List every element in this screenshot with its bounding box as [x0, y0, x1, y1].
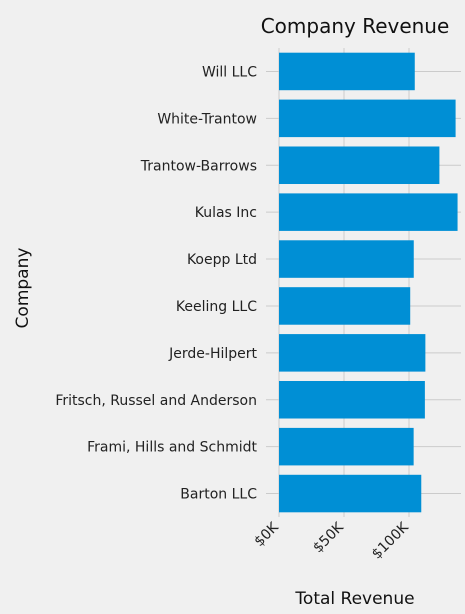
- category-label: Barton LLC: [180, 487, 257, 503]
- chart-title: Company Revenue: [261, 14, 450, 38]
- bar: [279, 380, 425, 419]
- y-axis-title: Company: [13, 248, 33, 329]
- x-axis-title: Total Revenue: [294, 589, 414, 609]
- category-label: Koepp Ltd: [187, 252, 257, 268]
- category-label: Frami, Hills and Schmidt: [87, 440, 257, 456]
- x-tick-labels: $0K $50K $100K: [251, 519, 412, 563]
- bar: [279, 240, 414, 278]
- category-label: Trantow-Barrows: [140, 158, 257, 174]
- category-label: Will LLC: [202, 64, 257, 80]
- category-label: White-Trantow: [157, 111, 257, 127]
- bar: [279, 427, 414, 466]
- bar: [279, 146, 440, 185]
- bar: [279, 474, 422, 513]
- category-label: Jerde-Hilpert: [168, 346, 257, 362]
- x-tick-label: $0K: [251, 519, 282, 550]
- category-label: Kulas Inc: [195, 205, 257, 221]
- bar: [279, 287, 411, 325]
- bar: [279, 193, 458, 231]
- x-tick-label: $100K: [369, 519, 413, 563]
- bar: [279, 52, 415, 91]
- x-tick-label: $50K: [310, 519, 347, 556]
- category-labels: Barton LLC Frami, Hills and Schmidt Fritsc…: [55, 64, 257, 502]
- category-label: Keeling LLC: [176, 299, 257, 315]
- bars: [279, 52, 458, 513]
- bar: [279, 99, 456, 138]
- bar: [279, 334, 426, 372]
- category-label: Fritsch, Russel and Anderson: [55, 393, 257, 409]
